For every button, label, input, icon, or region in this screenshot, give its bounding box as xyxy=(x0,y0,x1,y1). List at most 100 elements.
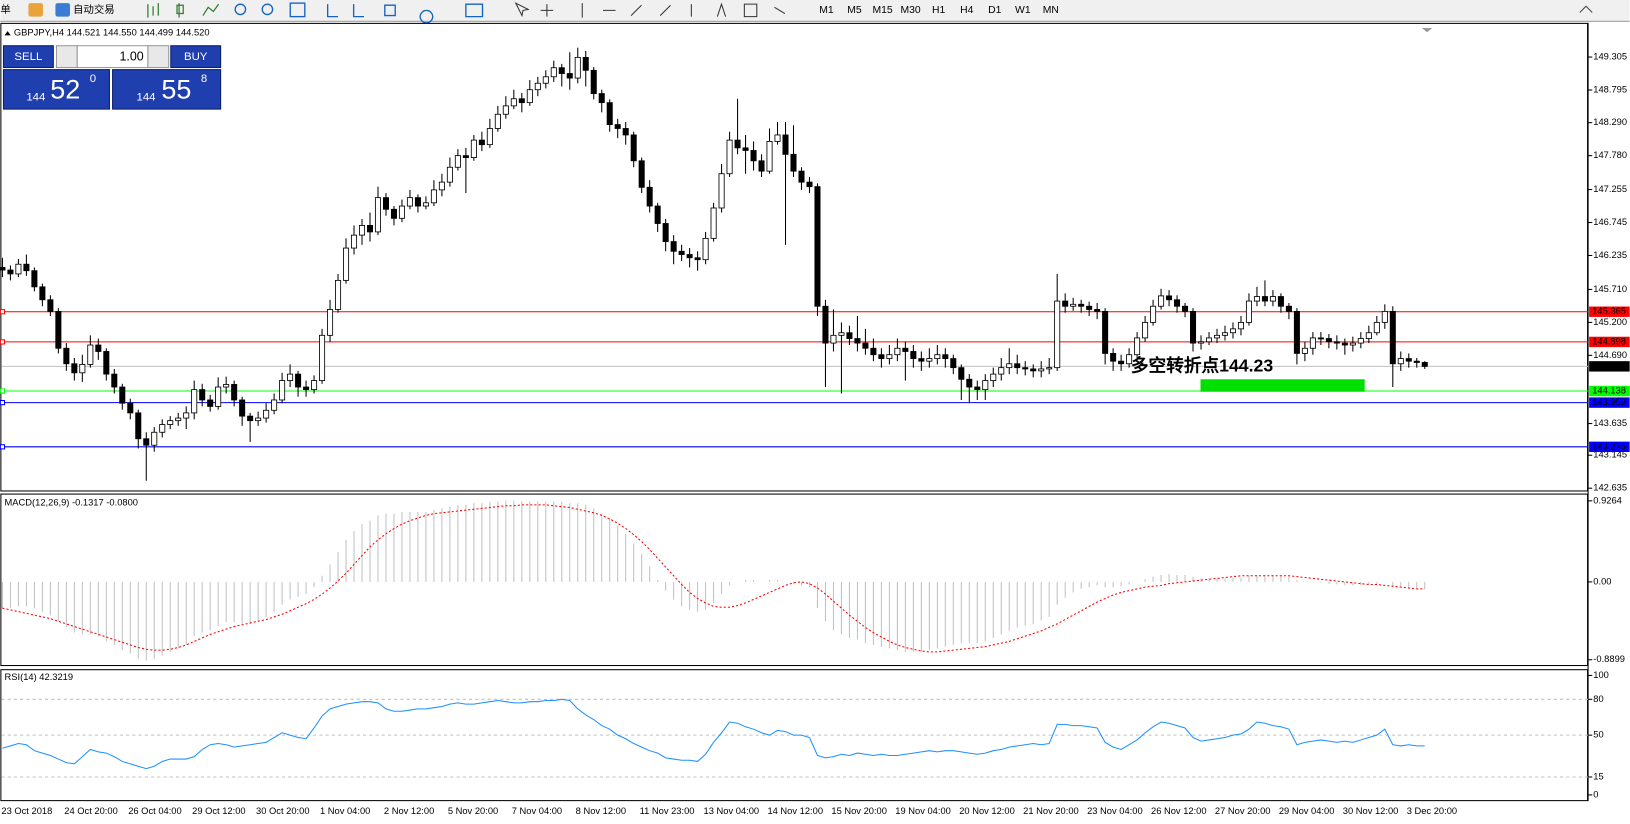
candle-body xyxy=(47,299,54,312)
sell-price[interactable] xyxy=(2,69,110,110)
candle-body xyxy=(351,234,358,249)
sell-sup[interactable]: 0 xyxy=(90,73,96,85)
sell-button[interactable] xyxy=(2,45,54,69)
level-marker xyxy=(0,388,6,394)
candle-body xyxy=(1078,303,1085,307)
candle-body xyxy=(726,139,733,175)
icon[interactable] xyxy=(514,1,530,18)
candle-body xyxy=(1405,358,1412,362)
candle-body xyxy=(231,384,238,401)
candle-body xyxy=(1261,296,1268,302)
x-tick-label: 20 Nov 12:00 xyxy=(959,806,1015,816)
candle-body xyxy=(622,128,629,136)
candle-body xyxy=(646,186,653,207)
lot-down[interactable] xyxy=(55,45,78,69)
candle-body xyxy=(1118,360,1125,365)
icon[interactable] xyxy=(540,2,786,18)
x-tick-label: 14 Nov 12:00 xyxy=(767,806,823,816)
current-price-tag xyxy=(1589,361,1630,372)
candle-body xyxy=(1046,367,1053,370)
candle-body xyxy=(191,389,198,414)
candle-body xyxy=(1269,296,1276,302)
buy-big[interactable]: 144 xyxy=(136,92,156,104)
icon[interactable] xyxy=(28,3,43,17)
candle-body xyxy=(1134,337,1141,356)
x-tick-label: 21 Nov 20:00 xyxy=(1023,806,1079,816)
candle-body xyxy=(662,223,669,243)
buy-main[interactable]: 55 xyxy=(161,75,191,105)
level-tag xyxy=(1589,306,1630,317)
menu-label[interactable]: 单 xyxy=(0,4,10,16)
candle-body xyxy=(1221,332,1229,336)
candle-body xyxy=(1293,310,1300,354)
icon[interactable] xyxy=(234,3,247,16)
toolbar-bg xyxy=(0,0,1630,21)
buy-price[interactable] xyxy=(112,69,222,110)
icon[interactable] xyxy=(326,3,484,24)
timeframe[interactable]: M15 xyxy=(872,5,892,16)
candle-body xyxy=(686,254,693,259)
buy-sup[interactable]: 8 xyxy=(201,73,207,85)
timeframe[interactable]: H1 xyxy=(932,5,945,16)
timeframe[interactable]: M30 xyxy=(901,5,921,16)
icon[interactable] xyxy=(1579,5,1593,13)
x-tick-label: 8 Nov 12:00 xyxy=(576,806,626,816)
icon[interactable] xyxy=(55,3,70,17)
candle-body xyxy=(870,347,877,356)
x-tick-label: 3 Dec 20:00 xyxy=(1407,806,1457,816)
sell-big[interactable]: 144 xyxy=(26,92,46,104)
icon[interactable] xyxy=(261,3,274,16)
candle-body xyxy=(95,344,102,352)
lot-up[interactable] xyxy=(147,45,170,69)
icon[interactable] xyxy=(289,2,306,18)
level-tag xyxy=(1589,441,1630,453)
candle-body xyxy=(798,170,805,183)
buy-label[interactable]: BUY xyxy=(184,51,208,63)
sell-main[interactable]: 52 xyxy=(50,75,80,105)
shift-marker xyxy=(1421,28,1433,33)
icon[interactable] xyxy=(147,3,159,18)
candle-body xyxy=(966,378,973,388)
candle-body xyxy=(1110,353,1117,362)
candle-body xyxy=(127,402,134,414)
candle-body xyxy=(582,56,589,71)
candle-body xyxy=(1325,338,1332,343)
level-tag xyxy=(1589,336,1630,348)
candle-body xyxy=(910,351,917,360)
candle-body xyxy=(486,128,493,146)
candle-body xyxy=(319,334,326,381)
buy-button[interactable] xyxy=(170,45,222,69)
timeframe[interactable]: H4 xyxy=(960,5,973,16)
x-tick-label: 2 Nov 12:00 xyxy=(384,806,434,816)
candle-body xyxy=(303,386,310,391)
candle-body xyxy=(287,373,294,381)
timeframe[interactable]: M1 xyxy=(819,5,834,16)
candle-body xyxy=(390,208,397,219)
timeframe[interactable]: MN xyxy=(1043,5,1059,16)
auto-trading[interactable]: 自动交易 xyxy=(73,3,115,16)
level-label: 145.365 xyxy=(1592,306,1626,316)
candle-body xyxy=(1213,334,1221,339)
y-tick-label: 0.9264 xyxy=(1593,495,1622,505)
candle-body xyxy=(1126,354,1133,365)
candle-body xyxy=(279,380,286,401)
x-tick-label: 7 Nov 04:00 xyxy=(512,806,562,816)
candle-body xyxy=(822,305,829,344)
candle-body xyxy=(462,155,469,158)
candle-body xyxy=(470,139,477,158)
candle-body xyxy=(1198,341,1205,344)
candle-body xyxy=(327,309,334,336)
icon[interactable] xyxy=(176,3,184,18)
icon[interactable] xyxy=(202,3,220,16)
candle-body xyxy=(718,173,725,209)
lot-value[interactable]: 1.00 xyxy=(119,49,143,63)
timeframe[interactable]: W1 xyxy=(1015,5,1031,16)
candle-body xyxy=(1229,328,1236,334)
timeframe[interactable]: D1 xyxy=(988,5,1001,16)
candle-body xyxy=(1381,310,1388,323)
sell-label[interactable]: SELL xyxy=(14,51,42,63)
timeframe[interactable]: M5 xyxy=(847,5,862,16)
candle-body xyxy=(1309,337,1316,349)
y-tick-label: 143.145 xyxy=(1593,450,1627,460)
candle-body xyxy=(311,380,318,391)
